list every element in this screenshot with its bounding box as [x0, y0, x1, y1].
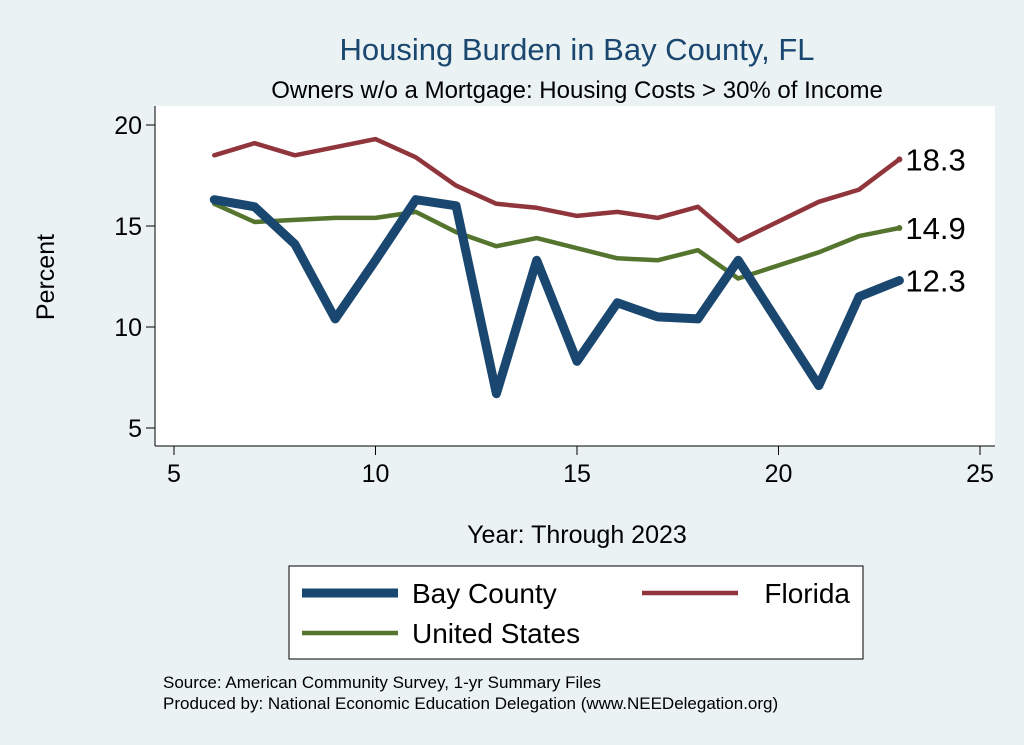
- end-label-united-states: 14.9: [905, 211, 965, 246]
- plot-area: [155, 106, 995, 446]
- legend: Bay County Florida United States: [302, 578, 850, 649]
- x-tick-label: 5: [167, 460, 181, 488]
- chart-title: Housing Burden in Bay County, FL: [339, 32, 814, 67]
- y-tick-label: 20: [114, 112, 142, 140]
- legend-label-florida: Florida: [764, 578, 850, 609]
- y-axis-ticks: 5 10 15 20: [114, 112, 155, 443]
- x-tick-label: 15: [563, 460, 591, 488]
- series-line-bay-county: [209, 195, 904, 399]
- x-tick-label: 10: [362, 460, 390, 488]
- y-tick-label: 5: [128, 415, 142, 443]
- end-marker-florida: [896, 156, 903, 163]
- series-layer: [209, 136, 904, 399]
- chart-subtitle: Owners w/o a Mortgage: Housing Costs > 3…: [271, 77, 883, 104]
- source-note: Source: American Community Survey, 1-yr …: [163, 673, 601, 692]
- end-marker-united-states: [896, 225, 903, 232]
- end-marker-bay-county: [896, 277, 903, 284]
- y-axis-title: Percent: [32, 234, 60, 320]
- x-tick-label: 20: [765, 460, 793, 488]
- legend-box: [288, 565, 864, 660]
- legend-label-united-states: United States: [412, 618, 580, 649]
- end-labels: 12.3 18.3 14.9: [896, 142, 966, 299]
- series-line-florida: [212, 136, 902, 244]
- end-label-bay-county: 12.3: [905, 264, 965, 299]
- series-line-united-states: [212, 201, 902, 281]
- y-tick-label: 15: [114, 213, 142, 241]
- x-axis-title: Year: Through 2023: [467, 521, 687, 549]
- legend-label-bay-county: Bay County: [412, 578, 557, 609]
- producer-note: Produced by: National Economic Education…: [163, 694, 778, 713]
- end-label-florida: 18.3: [905, 142, 965, 177]
- x-axis-ticks: 5 10 15 20 25: [167, 446, 994, 488]
- y-tick-label: 10: [114, 314, 142, 342]
- x-tick-label: 25: [966, 460, 994, 488]
